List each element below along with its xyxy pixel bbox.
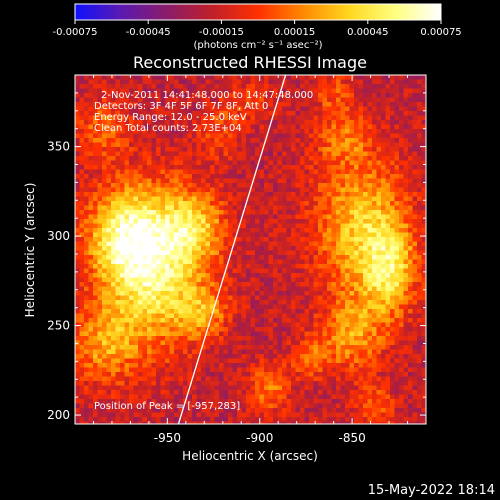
chart-title: Reconstructed RHESSI Image: [133, 53, 367, 72]
x-axis-label: Heliocentric X (arcsec): [182, 449, 318, 463]
solar-limb-line: [177, 74, 287, 425]
annotation-energy: Energy Range: 12.0 - 25.0 keV: [94, 112, 247, 123]
colorbar-units: (photons cm⁻² s⁻¹ asec⁻²): [193, 40, 322, 51]
colorbar: [74, 3, 442, 21]
footer-timestamp: 15-May-2022 18:14: [368, 483, 495, 498]
annotation-clean: Clean Total counts: 2.73E+04: [94, 123, 242, 134]
x-tick-label: -850: [338, 431, 365, 445]
colorbar-tick-label: 0.00045: [347, 27, 388, 38]
colorbar-tick-label: -0.00075: [53, 27, 98, 38]
y-tick-label: 300: [47, 229, 70, 243]
heatmap-image: [75, 75, 426, 424]
y-axis-label: Heliocentric Y (arcsec): [23, 183, 37, 318]
y-tick-label: 350: [47, 140, 70, 154]
y-tick-label: 200: [47, 408, 70, 422]
x-tick-label: -950: [154, 431, 181, 445]
x-tick-label: -900: [246, 431, 273, 445]
colorbar-tick-label: -0.00045: [126, 27, 171, 38]
y-tick-label: 250: [47, 319, 70, 333]
colorbar-tick-label: -0.00015: [199, 27, 244, 38]
colorbar-tick-label: 0.00015: [274, 27, 315, 38]
y-axis-ticks: 200 250 300 350: [47, 92, 426, 422]
annotation-block: 2-Nov-2011 14:41:48.000 to 14:47:48.000 …: [94, 90, 313, 134]
colorbar-tick-label: 0.00075: [420, 27, 461, 38]
annotation-peak: Position of Peak = [-957,283]: [94, 401, 240, 412]
annotation-detectors: Detectors: 3F 4F 5F 6F 7F 8F, Att 0: [94, 101, 268, 112]
x-axis-ticks: -950 -900 -850: [92, 75, 409, 445]
colorbar-ticks: -0.00075 -0.00045 -0.00015 0.00015 0.00045 0.…: [53, 20, 462, 38]
plot-frame: [74, 74, 427, 425]
annotation-time: 2-Nov-2011 14:41:48.000 to 14:47:48.000: [101, 90, 313, 101]
